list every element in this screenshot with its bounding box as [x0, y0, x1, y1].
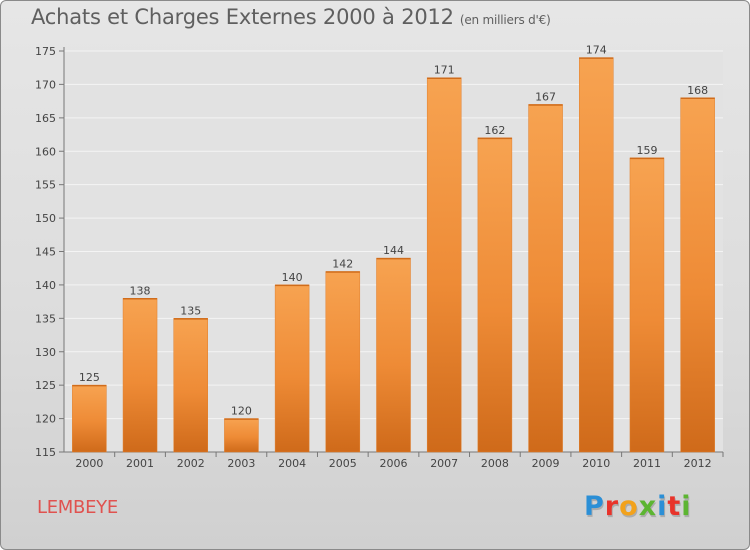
x-tick-label: 2010 [582, 457, 610, 470]
bar [680, 97, 715, 453]
y-tick-label: 115 [35, 446, 56, 459]
proxiti-logo: Proxiti Proxiti [584, 491, 693, 524]
logo-letter: i [657, 491, 668, 522]
x-tick-label: 2012 [684, 457, 712, 470]
bar [477, 137, 513, 453]
bar-value-label: 162 [484, 124, 505, 137]
bar [325, 271, 361, 453]
bar [629, 157, 665, 453]
logo-letter: r [604, 491, 620, 522]
x-tick-label: 2003 [227, 457, 255, 470]
bar [72, 384, 107, 453]
y-tick-label: 120 [35, 413, 56, 426]
x-tick-label: 2007 [430, 457, 458, 470]
x-tick-label: 2006 [380, 457, 408, 470]
y-tick-label: 135 [35, 312, 56, 325]
bar [579, 57, 614, 453]
logo-letter: t [667, 491, 682, 522]
y-tick-label: 175 [35, 45, 56, 58]
bar-value-label: 159 [636, 144, 657, 157]
commune-name: LEMBEYE [37, 497, 118, 518]
bar [224, 418, 259, 453]
bar-value-label: 171 [434, 64, 455, 77]
x-tick-label: 2008 [481, 457, 509, 470]
bar [376, 257, 411, 453]
bar [122, 298, 158, 453]
y-tick-label: 170 [35, 78, 56, 91]
y-tick-label: 125 [35, 379, 56, 392]
bar-value-label: 142 [332, 258, 353, 271]
y-tick-label: 160 [35, 145, 56, 158]
y-tick-label: 130 [35, 346, 56, 359]
logo-letter: o [619, 491, 639, 522]
logo-letter: P [584, 491, 605, 522]
logo-text: Proxiti [584, 491, 692, 522]
logo-shadow: Proxiti [585, 493, 693, 524]
bar-value-label: 140 [282, 271, 303, 284]
bar-value-label: 167 [535, 90, 556, 103]
bar-value-label: 135 [180, 304, 201, 317]
chart-title-text: Achats et Charges Externes 2000 à 2012 [31, 5, 454, 29]
bar [426, 77, 462, 453]
chart-subtitle: (en milliers d'€) [459, 13, 551, 27]
y-tick-label: 140 [35, 279, 56, 292]
x-tick-label: 2004 [278, 457, 306, 470]
bar-value-label: 174 [586, 44, 607, 57]
logo-letter: i [681, 491, 692, 522]
bar-value-label: 144 [383, 244, 404, 257]
x-tick-label: 2005 [329, 457, 357, 470]
x-tick-label: 2009 [532, 457, 560, 470]
x-tick-label: 2011 [633, 457, 661, 470]
y-tick-label: 150 [35, 212, 56, 225]
y-tick-label: 165 [35, 112, 56, 125]
chart-title: Achats et Charges Externes 2000 à 2012 (e… [31, 5, 551, 29]
bar-value-label: 138 [130, 284, 151, 297]
bar [274, 284, 310, 453]
y-tick-label: 155 [35, 179, 56, 192]
bar-value-label: 125 [79, 371, 100, 384]
bar [528, 104, 563, 453]
x-tick-label: 2001 [126, 457, 154, 470]
bar-value-label: 120 [231, 405, 252, 418]
logo-letter: x [638, 491, 658, 522]
bar-value-label: 168 [687, 84, 708, 97]
y-tick-label: 145 [35, 246, 56, 259]
bar [173, 318, 208, 453]
x-tick-label: 2002 [177, 457, 205, 470]
x-tick-label: 2000 [75, 457, 103, 470]
